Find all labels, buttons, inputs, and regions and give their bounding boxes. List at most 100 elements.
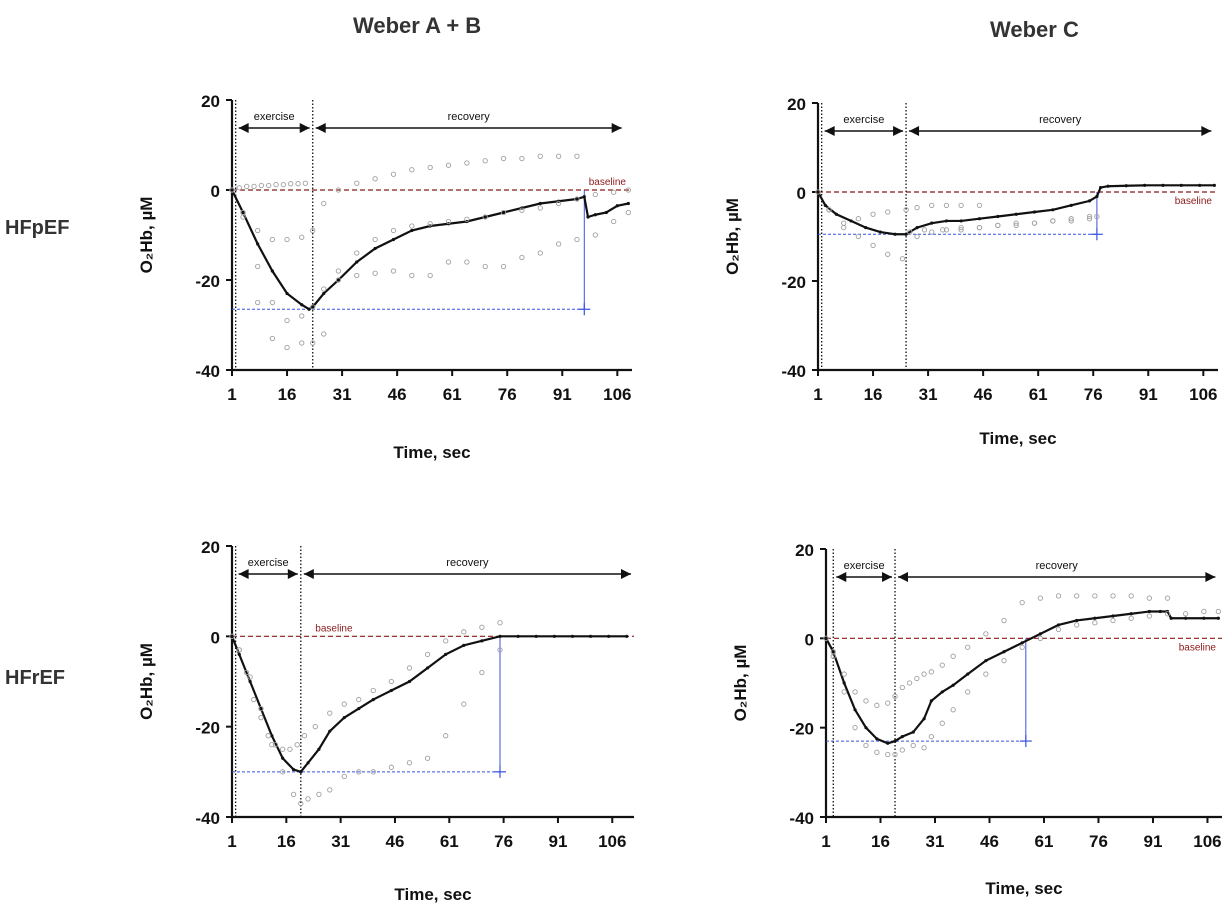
individual-series-point: [929, 229, 935, 235]
phase-label: exercise: [248, 557, 289, 569]
y-axis-label: O₂Hb, µM: [137, 197, 156, 274]
individual-series-point: [965, 644, 971, 650]
individual-series-point: [815, 189, 821, 195]
chart-panel: 20 0 -20 -40 1 16 31 46 61 76 91 106 Time, sec O₂Hb, …: [731, 541, 1222, 898]
individual-series-point: [280, 769, 286, 775]
individual-series-point: [611, 218, 617, 225]
x-tick-label: 106: [598, 832, 626, 851]
y-tick-label: -20: [781, 273, 806, 292]
individual-series-point: [464, 216, 470, 222]
individual-series-point: [1031, 220, 1038, 226]
individual-series-point: [1086, 213, 1093, 220]
phase-label: exercise: [843, 114, 884, 126]
phase-arrowhead-left: [909, 126, 920, 136]
individual-series-point: [372, 236, 378, 243]
y-tick-label: 0: [797, 184, 806, 203]
phase-label: recovery: [1036, 560, 1079, 572]
individual-series-point: [1074, 622, 1080, 628]
mean-series-point: [291, 767, 296, 772]
individual-series-point: [273, 181, 279, 188]
individual-series-point: [390, 268, 397, 274]
mean-series-point: [480, 639, 484, 643]
mean-series-point: [237, 652, 241, 657]
individual-series-point: [321, 331, 327, 337]
mean-series-point: [878, 230, 882, 234]
individual-series-point: [299, 313, 305, 319]
individual-series-point: [855, 216, 862, 222]
individual-series-point: [299, 340, 305, 346]
individual-series-point: [928, 669, 935, 675]
individual-series-point: [341, 701, 347, 707]
individual-series-point: [284, 317, 290, 324]
chart-panel: 20 0 -20 -40 1 16 31 46 61 76 91 106 Time, sec O₂Hb, …: [137, 538, 634, 904]
individual-series-point: [258, 714, 264, 721]
mean-series-point: [259, 707, 263, 711]
individual-series-point: [874, 749, 880, 755]
individual-series-point: [1164, 595, 1171, 601]
individual-series-point: [269, 299, 276, 306]
mean-series-point: [1069, 203, 1073, 207]
phase-arrowhead-right: [1201, 126, 1212, 136]
mean-series-point: [1002, 650, 1006, 654]
individual-series-point: [390, 171, 397, 177]
individual-series-point: [321, 200, 327, 207]
x-tick-label: 1: [813, 385, 822, 404]
mean-series-point: [966, 672, 970, 676]
mean-series-point: [1095, 194, 1099, 199]
individual-series-point: [870, 242, 876, 249]
individual-series-point: [1013, 220, 1019, 226]
baseline-label: baseline: [315, 623, 353, 634]
individual-series-point: [921, 671, 927, 677]
mean-series-point: [306, 761, 310, 765]
individual-series-point: [258, 182, 265, 189]
mean-series-point: [1087, 199, 1092, 203]
x-axis-label: Time, sec: [985, 879, 1062, 898]
mean-series-point: [570, 634, 575, 638]
individual-series-point: [280, 181, 287, 188]
mean-series-point: [929, 699, 933, 703]
individual-series-point: [943, 227, 950, 233]
individual-series-point: [592, 232, 598, 238]
individual-series-point: [445, 259, 452, 265]
individual-series-point: [958, 224, 964, 231]
x-tick-label: 46: [980, 832, 999, 851]
individual-series-point: [1019, 599, 1025, 606]
mean-series-point: [241, 210, 245, 215]
individual-series-point: [943, 202, 950, 209]
individual-series-point: [299, 234, 305, 240]
mean-series-point: [328, 729, 332, 733]
mean-series-point: [959, 219, 963, 223]
mean-series-point: [911, 730, 915, 734]
mean-series-point: [831, 650, 835, 654]
mean-series-point: [1020, 641, 1024, 645]
individual-series-point: [335, 277, 342, 283]
individual-series-point: [427, 272, 433, 279]
individual-series-point: [1128, 615, 1134, 621]
mean-series-point: [875, 737, 879, 741]
y-tick-label: 20: [201, 538, 220, 557]
x-tick-label: 46: [386, 832, 405, 851]
individual-series-point: [269, 236, 276, 243]
x-tick-label: 31: [331, 832, 350, 851]
mean-series-point: [996, 214, 1000, 219]
individual-series-point: [910, 742, 916, 749]
individual-series-point: [519, 207, 525, 213]
individual-series-point: [229, 187, 235, 193]
individual-series-point: [940, 227, 946, 233]
y-tick-label: -20: [195, 719, 220, 738]
individual-series-point: [341, 773, 347, 779]
individual-series-point: [1146, 595, 1152, 601]
mean-series-point: [977, 217, 982, 221]
individual-series-point: [1001, 658, 1007, 664]
y-tick-label: 20: [795, 541, 814, 560]
x-tick-label: 91: [1144, 832, 1163, 851]
mean-series-point: [575, 197, 579, 201]
individual-series-point: [335, 268, 342, 274]
individual-series-point: [1055, 626, 1062, 633]
mean-series-point: [582, 195, 586, 199]
mean-series-point: [864, 726, 868, 730]
individual-series-point: [1068, 216, 1074, 222]
individual-series-point: [1050, 218, 1056, 224]
individual-series-point: [251, 696, 257, 703]
individual-series-point: [899, 684, 905, 691]
